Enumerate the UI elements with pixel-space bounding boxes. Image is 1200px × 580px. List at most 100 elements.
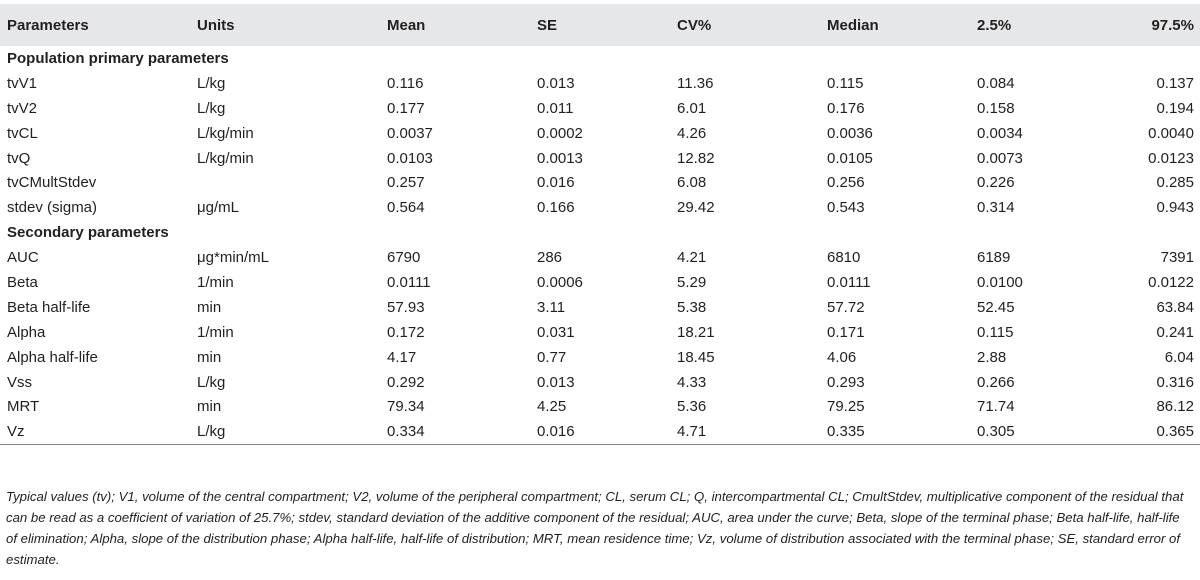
cell-se: 0.77 [537,348,567,366]
cell-mean: 0.292 [387,373,425,391]
table-row: Alpha half-life min 4.17 0.77 18.45 4.06 2.88 6… [0,345,1200,370]
cell-cv: 6.08 [677,174,707,192]
section-row: Population primary parameters [0,46,1200,71]
cell-ci-low: 0.0100 [977,273,1023,291]
header-row: Parameters Units Mean SE CV% Median 2.5%… [0,4,1200,46]
cell-cv: 18.21 [677,323,715,341]
cell-parameter: Alpha half-life [7,348,98,366]
cell-parameter: Vz [0,419,190,446]
cell-mean: 0.257 [387,174,425,192]
cell-median: 0.293 [827,373,865,391]
cell-parameter: Beta half-life [7,298,91,316]
cell-se: 3.11 [537,298,566,316]
cell-median: 0.0111 [827,273,871,291]
header-parameters: Parameters [7,16,89,34]
cell-units [190,170,380,195]
cell-cv: 4.33 [677,373,707,391]
cell-cv: 4.71 [670,419,820,446]
cell-mean: 0.334 [380,419,530,446]
cell-mean: 4.17 [387,348,417,366]
cell-median: 0.176 [827,99,865,117]
cell-ci-high: 86.12 [1156,398,1194,416]
pk-parameters-table: Parameters Units Mean SE CV% Median 2.5%… [0,4,1200,446]
cell-mean: 6790 [387,249,421,267]
cell-median: 0.256 [827,174,865,192]
table-row: tvCL L/kg/min 0.0037 0.0002 4.26 0.0036 0.0034… [0,121,1200,146]
cell-se: 0.016 [530,419,670,446]
cell-cv: 5.38 [677,298,707,316]
cell-mean: 0.177 [387,99,425,117]
header-units: Units [197,16,235,34]
cell-ci-low: 2.88 [977,348,1007,366]
cell-cv: 4.21 [677,249,707,267]
cell-cv: 18.45 [677,348,715,366]
cell-ci-low: 6189 [977,249,1011,267]
cell-ci-high: 0.285 [1156,174,1194,192]
cell-mean: 79.34 [387,398,425,416]
cell-median: 57.72 [827,298,865,316]
table-header: Parameters Units Mean SE CV% Median 2.5%… [0,4,1200,46]
cell-ci-low: 0.0073 [977,149,1023,167]
cell-cv: 6.01 [677,99,707,117]
cell-ci-high: 63.84 [1156,298,1194,316]
cell-units: L/kg [197,373,226,391]
cell-se: 0.013 [537,74,575,92]
cell-median: 0.0105 [827,149,873,167]
cell-ci-low: 0.266 [977,373,1015,391]
cell-ci-high: 0.0122 [1148,273,1194,291]
cell-parameter: Vss [7,373,33,391]
cell-se: 0.166 [537,199,575,217]
cell-cv: 29.42 [677,199,715,217]
table-row: Beta half-life min 57.93 3.11 5.38 57.72 52.45… [0,295,1200,320]
cell-se: 0.0002 [537,124,583,142]
cell-units: L/kg [190,419,380,446]
cell-median: 4.06 [827,348,857,366]
cell-ci-high: 0.316 [1156,373,1194,391]
cell-parameter: tvV1 [7,74,38,92]
cell-ci-high: 0.0123 [1148,149,1194,167]
cell-parameter: AUC [7,249,39,267]
cell-mean: 0.172 [387,323,425,341]
cell-median: 0.171 [827,323,865,341]
table-row: tvCMultStdev 0.257 0.016 6.08 0.256 0.226 0.28… [0,170,1200,195]
cell-parameter: tvV2 [7,99,38,117]
table-row: MRT min 79.34 4.25 5.36 79.25 71.74 86.12 [0,394,1200,419]
cell-units: min [197,298,222,316]
cell-median: 0.335 [820,419,970,446]
cell-units: L/kg/min [197,149,254,167]
cell-median: 0.0036 [827,124,873,142]
cell-cv: 12.82 [677,149,715,167]
cell-median: 6810 [827,249,861,267]
header-median: Median [827,16,879,34]
cell-units: min [197,348,222,366]
cell-units: 1/min [197,323,234,341]
table-row: tvV1 L/kg 0.116 0.013 11.36 0.115 0.084 0.137 [0,71,1200,96]
cell-ci-low: 0.305 [970,419,1100,446]
cell-cv: 5.36 [677,398,707,416]
cell-se: 286 [537,249,563,267]
cell-parameter: tvCMultStdev [7,174,97,192]
table-row: stdev (sigma) μg/mL 0.564 0.166 29.42 0.543 0.… [0,195,1200,220]
cell-units: L/kg [197,99,226,117]
cell-units: L/kg [197,74,226,92]
cell-ci-low: 0.0034 [977,124,1023,142]
cell-ci-low: 71.74 [977,398,1015,416]
section-row: Secondary parameters [0,220,1200,245]
cell-se: 0.0006 [537,273,583,291]
cell-se: 0.011 [537,99,574,117]
cell-median: 0.543 [827,199,865,217]
section-title: Population primary parameters [7,49,229,67]
cell-cv: 5.29 [677,273,707,291]
table-row: Alpha 1/min 0.172 0.031 18.21 0.171 0.115 0.241 [0,320,1200,345]
cell-parameter: tvCL [7,124,38,142]
cell-ci-low: 0.158 [977,99,1015,117]
table-row: AUC μg*min/mL 6790 286 4.21 6810 6189 7391 [0,245,1200,270]
table-row: Vss L/kg 0.292 0.013 4.33 0.293 0.266 0.316 [0,370,1200,395]
table-row: Beta 1/min 0.0111 0.0006 5.29 0.0111 0.0100 0.0… [0,270,1200,295]
cell-ci-high: 0.194 [1156,99,1194,117]
cell-ci-low: 52.45 [977,298,1015,316]
cell-parameter: stdev (sigma) [7,199,98,217]
header-mean: Mean [387,16,426,34]
cell-median: 0.115 [827,74,864,92]
cell-parameter: MRT [7,398,40,416]
